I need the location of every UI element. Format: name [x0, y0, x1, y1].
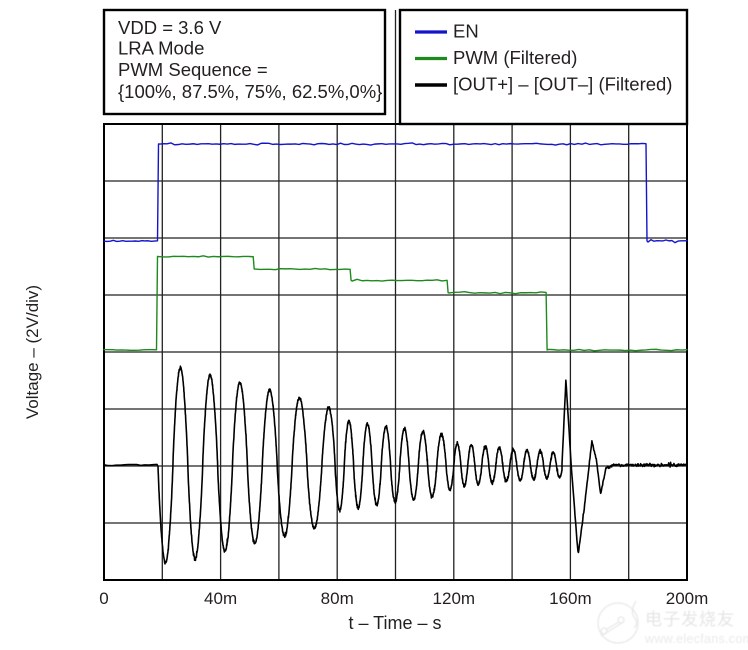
svg-text:EN: EN — [453, 21, 479, 42]
svg-text:www.elecfans.com: www.elecfans.com — [644, 632, 748, 646]
svg-text:80m: 80m — [321, 589, 354, 608]
svg-text:t – Time – s: t – Time – s — [348, 613, 441, 633]
svg-text:120m: 120m — [433, 589, 476, 608]
svg-text:200m: 200m — [666, 589, 709, 608]
svg-text:160m: 160m — [549, 589, 592, 608]
svg-text:[OUT+] – [OUT–] (Filtered): [OUT+] – [OUT–] (Filtered) — [453, 74, 672, 95]
svg-text:40m: 40m — [204, 589, 237, 608]
svg-text:PWM (Filtered): PWM (Filtered) — [453, 47, 577, 68]
svg-text:电子发烧友: 电子发烧友 — [645, 610, 735, 629]
svg-text:PWM Sequence =: PWM Sequence = — [118, 59, 268, 80]
svg-text:0: 0 — [99, 589, 108, 608]
svg-text:VDD = 3.6 V: VDD = 3.6 V — [118, 17, 222, 38]
svg-text:Voltage – (2V/div): Voltage – (2V/div) — [23, 285, 42, 419]
svg-text:{100%, 87.5%, 75%, 62.5%,0%}: {100%, 87.5%, 75%, 62.5%,0%} — [118, 81, 382, 102]
svg-text:LRA Mode: LRA Mode — [118, 38, 204, 59]
